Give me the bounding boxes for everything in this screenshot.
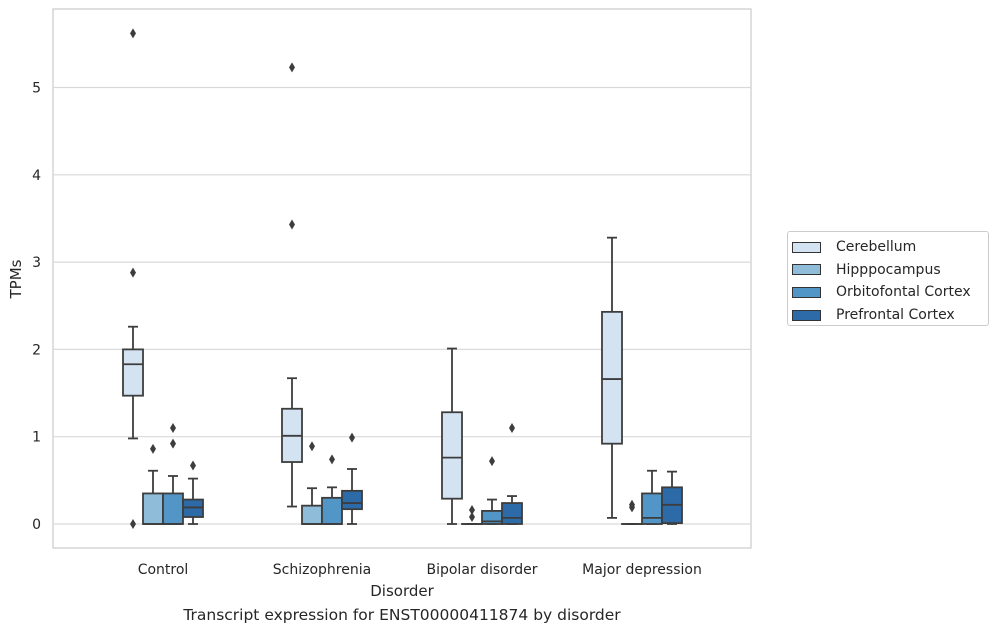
box-2-2	[481, 456, 503, 525]
x-tick-label: Major depression	[582, 562, 702, 578]
outlier-point	[130, 267, 136, 278]
chart-caption: Transcript expression for ENST0000041187…	[183, 606, 621, 624]
box-2-0	[441, 347, 463, 525]
outlier-point	[329, 454, 335, 465]
x-tick-label: Schizophrenia	[273, 562, 371, 578]
legend-item-cerebellum: Cerebellum	[792, 236, 988, 259]
outlier-point	[489, 456, 495, 467]
outlier-point	[469, 505, 475, 516]
box-2-1	[461, 505, 483, 525]
outlier-point	[309, 441, 315, 452]
box-body	[601, 310, 623, 445]
legend-swatch	[792, 264, 821, 276]
legend: Cerebellum Hipppocampus Orbitofontal Cor…	[787, 231, 989, 326]
y-tick-label: 4	[32, 168, 41, 184]
box-0-0	[122, 28, 144, 529]
outlier-point	[629, 502, 635, 513]
box-body	[341, 489, 363, 511]
outlier-point	[150, 443, 156, 454]
legend-swatch	[792, 309, 821, 321]
box-body	[321, 496, 343, 525]
legend-label: Cerebellum	[836, 239, 917, 256]
y-tick-label: 3	[32, 255, 41, 271]
outlier-point	[130, 519, 136, 529]
y-tick-label: 0	[32, 517, 41, 533]
box-body	[501, 502, 523, 525]
outlier-point	[349, 432, 355, 443]
box-body	[301, 504, 323, 525]
box-0-3	[182, 460, 204, 525]
x-tick-label: Control	[138, 562, 189, 578]
outlier-point	[170, 438, 176, 449]
legend-label: Hipppocampus	[836, 261, 941, 278]
box-body	[122, 348, 144, 397]
legend-label: Orbitofontal Cortex	[836, 284, 971, 301]
box-1-0	[281, 62, 303, 508]
plot-area	[52, 8, 752, 549]
x-tick-labels: Control Schizophrenia Bipolar disorder Majo…	[138, 562, 702, 578]
outlier-point	[190, 460, 196, 471]
y-tick-label: 1	[32, 430, 41, 446]
box-1-2	[321, 454, 343, 525]
outlier-point	[130, 28, 136, 39]
legend-item-hippocampus: Hipppocampus	[792, 259, 988, 282]
y-tick-label: 5	[32, 81, 41, 97]
outlier-point	[469, 512, 475, 523]
legend-swatch	[792, 286, 821, 298]
box-3-0	[601, 236, 623, 519]
box-3-3	[661, 470, 683, 525]
box-body	[142, 492, 164, 525]
y-tick-labels: 0 1 2 3 4 5	[32, 81, 41, 534]
outlier-point	[509, 422, 515, 433]
x-tick-label: Bipolar disorder	[426, 562, 537, 578]
box-body	[162, 492, 184, 525]
box-3-2	[641, 469, 663, 525]
outlier-point	[289, 62, 295, 73]
box-body	[441, 411, 463, 500]
box-2-3	[501, 422, 523, 525]
legend-item-orbitofrontal-cortex: Orbitofontal Cortex	[792, 281, 988, 304]
x-axis-label: Disorder	[370, 582, 434, 600]
y-tick-label: 2	[32, 342, 41, 358]
legend-item-prefrontal-cortex: Prefrontal Cortex	[792, 304, 988, 327]
outlier-point	[170, 422, 176, 433]
y-axis-label: TPMs	[7, 259, 25, 299]
box-series	[122, 28, 683, 529]
outlier-point	[289, 219, 295, 230]
legend-label: Prefrontal Cortex	[836, 307, 955, 324]
box-body	[641, 492, 663, 525]
legend-swatch	[792, 241, 821, 253]
box-1-3	[341, 432, 363, 525]
box-0-2	[162, 422, 184, 525]
